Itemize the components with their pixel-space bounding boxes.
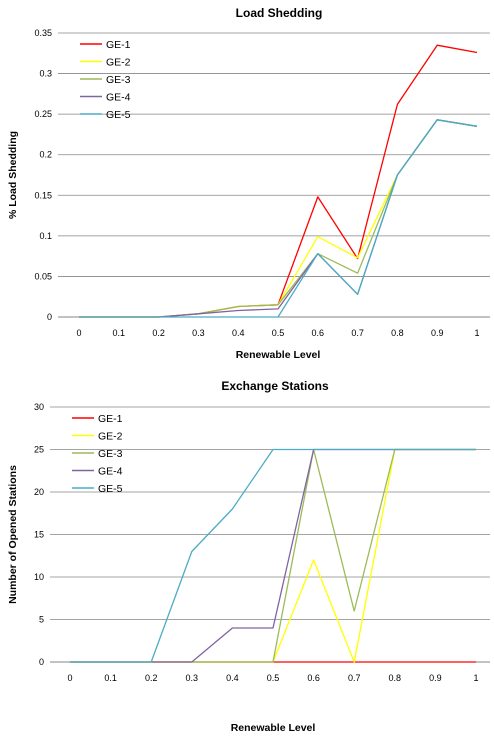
chart-title: Load Shedding (236, 6, 323, 20)
x-tick-label: 0.9 (431, 328, 444, 338)
legend-label: GE-4 (98, 466, 123, 478)
y-tick-label: 0.25 (34, 109, 52, 119)
chart-load-shedding: Load Shedding 0 0.05 0.1 0.15 0.2 0.25 0.3 0.35 0… (7, 6, 490, 361)
legend-label: GE-3 (98, 448, 123, 460)
y-tick-label: 0 (39, 657, 44, 667)
series-line-ge-2 (79, 119, 478, 318)
y-tick-label: 15 (34, 530, 44, 540)
y-tick-label: 0.1 (39, 231, 52, 241)
x-tick-label: 0.5 (267, 673, 280, 683)
y-tick-label: 5 (39, 615, 44, 625)
series-line-ge-5 (70, 448, 476, 663)
x-tick-label: 0.9 (429, 673, 442, 683)
legend-label: GE-2 (106, 57, 131, 69)
x-tick-label: 0.1 (113, 328, 126, 338)
legend-label: GE-1 (98, 413, 123, 425)
legend: GE-1 GE-2 GE-3 GE-4 GE-5 (72, 413, 123, 495)
chart-exchange-stations: Exchange Stations 0 5 10 15 20 25 30 0 0.1 0.2 0.3 0… (7, 379, 490, 734)
x-tick-label: 0.2 (152, 328, 165, 338)
y-tick-label: 0.35 (34, 28, 52, 38)
series-line-ge-4 (79, 119, 478, 318)
y-axis-label: % Load Shedding (7, 131, 19, 219)
x-tick-label: 1 (474, 328, 479, 338)
y-tick-label: 0 (47, 312, 52, 322)
legend-label: GE-1 (106, 39, 131, 51)
x-tick-label: 0.7 (351, 328, 364, 338)
legend-label: GE-4 (106, 92, 131, 104)
series-line-ge-3 (79, 119, 478, 318)
x-tick-label: 0.7 (348, 673, 361, 683)
legend-label: GE-5 (106, 109, 131, 121)
legend-label: GE-3 (106, 74, 131, 86)
y-tick-label: 10 (34, 572, 44, 582)
x-tick-label: 0.4 (226, 673, 239, 683)
legend-label: GE-5 (98, 483, 123, 495)
chart-title: Exchange Stations (221, 379, 329, 393)
series-line-ge-2 (70, 448, 476, 663)
x-tick-label: 0.8 (389, 673, 402, 683)
y-tick-label: 0.15 (34, 190, 52, 200)
legend-label: GE-2 (98, 431, 123, 443)
x-tick-label: 0.6 (307, 673, 320, 683)
x-tick-label: 1 (473, 673, 478, 683)
y-tick-label: 30 (34, 402, 44, 412)
x-axis-label: Renewable Level (231, 722, 316, 734)
x-tick-label: 0 (67, 673, 72, 683)
x-tick-label: 0.4 (232, 328, 245, 338)
x-axis-label: Renewable Level (236, 349, 321, 361)
x-tick-label: 0.1 (104, 673, 117, 683)
x-tick-label: 0 (76, 328, 81, 338)
x-tick-label: 0.2 (145, 673, 158, 683)
y-tick-label: 0.3 (39, 69, 52, 79)
y-axis-label: Number of Opened Stations (7, 465, 19, 604)
y-tick-label: 0.2 (39, 150, 52, 160)
y-tick-label: 0.05 (34, 271, 52, 281)
x-tick-label: 0.3 (192, 328, 205, 338)
series-line-ge-5 (79, 119, 478, 318)
x-tick-label: 0.6 (312, 328, 325, 338)
y-tick-label: 25 (34, 445, 44, 455)
series-line-ge-4 (70, 448, 476, 663)
series-line-ge-3 (70, 448, 476, 663)
x-tick-label: 0.3 (186, 673, 199, 683)
x-tick-label: 0.8 (391, 328, 404, 338)
y-tick-label: 20 (34, 487, 44, 497)
legend: GE-1 GE-2 GE-3 GE-4 GE-5 (80, 39, 131, 121)
x-tick-label: 0.5 (272, 328, 285, 338)
